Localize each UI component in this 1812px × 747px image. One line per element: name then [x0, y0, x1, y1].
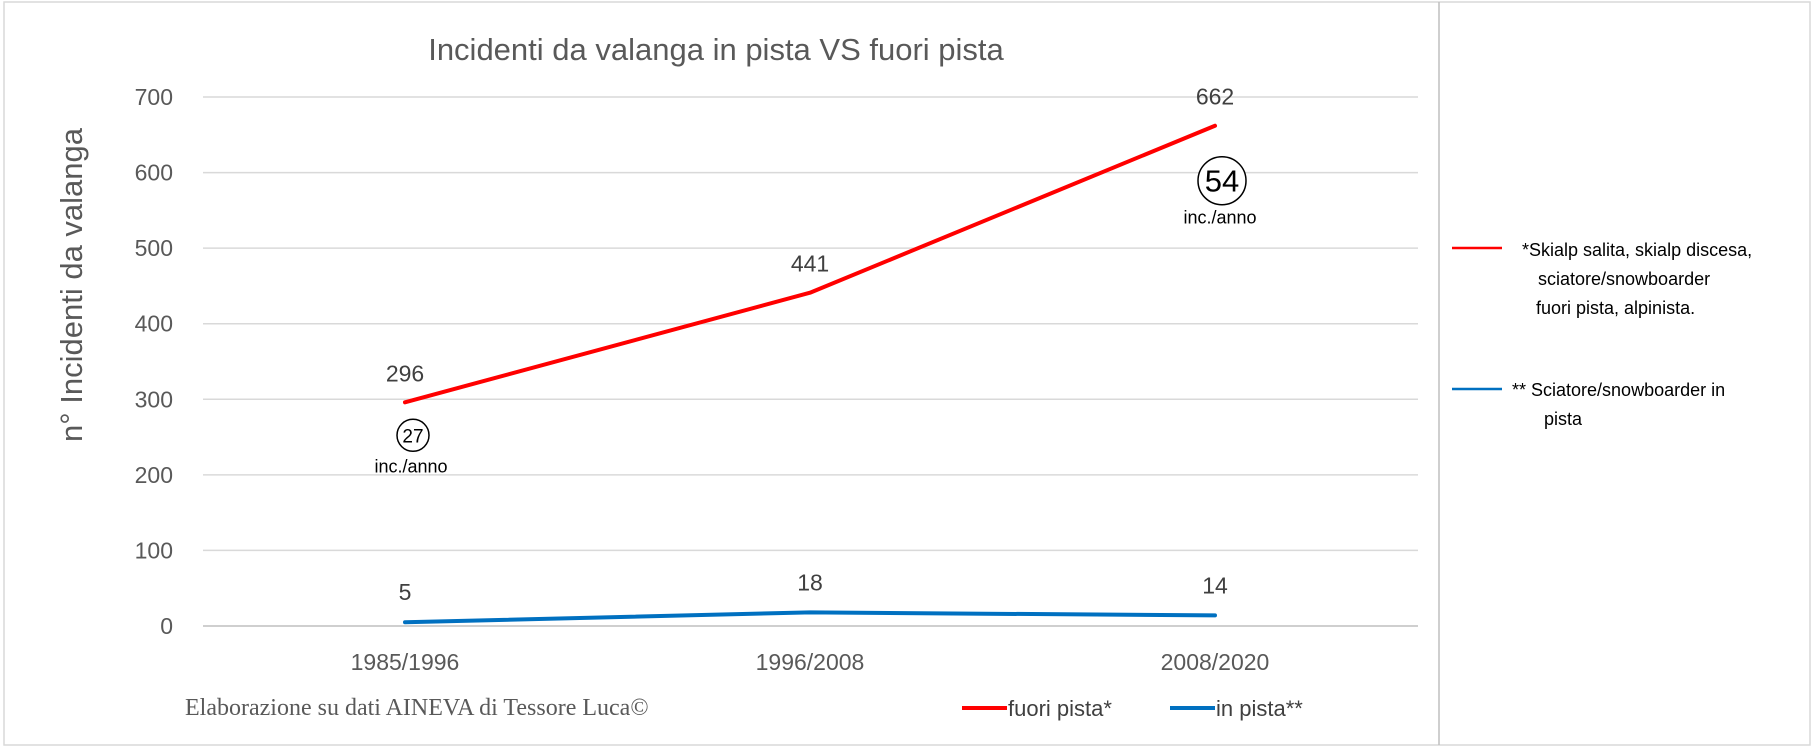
annotation-text: inc./anno: [374, 456, 447, 476]
x-tick-labels: 1985/1996 1996/2008 2008/2020: [351, 649, 1270, 675]
side-legend-in-line-1: ** Sciatore/snowboarder in: [1512, 380, 1725, 400]
legend-bottom: fuori pista* in pista**: [962, 696, 1303, 721]
side-legend: *Skialp salita, skialp discesa, sciatore…: [1452, 240, 1752, 429]
legend-label-in: in pista**: [1216, 696, 1303, 721]
annotation-number: 27: [402, 426, 423, 447]
annotation-circle: [396, 418, 430, 453]
data-label-fuori: 662: [1196, 84, 1234, 110]
side-legend-fuori-line-1: *Skialp salita, skialp discesa,: [1522, 240, 1752, 260]
y-tick-label: 600: [135, 160, 173, 186]
y-tick-label: 500: [135, 235, 173, 261]
data-labels: 296 441 662 5 18 14: [386, 84, 1234, 606]
data-label-in: 14: [1202, 572, 1228, 598]
data-label-in: 5: [399, 579, 412, 605]
y-tick-label: 700: [135, 84, 173, 110]
annotation-circle: [1197, 155, 1247, 206]
y-tick-label: 0: [160, 613, 173, 639]
annotation-number: 54: [1205, 164, 1239, 199]
y-tick-labels: 0 100 200 300 400 500 600 700: [135, 84, 173, 639]
y-tick-label: 400: [135, 311, 173, 337]
side-legend-fuori-line-3: fuori pista, alpinista.: [1536, 298, 1695, 318]
series-lines: [403, 123, 1217, 625]
y-tick-label: 300: [135, 386, 173, 412]
x-tick-label: 2008/2020: [1161, 649, 1270, 675]
y-tick-label: 100: [135, 537, 173, 563]
y-tick-label: 200: [135, 462, 173, 488]
data-label-fuori: 441: [791, 251, 829, 277]
annotations: 27 inc./anno 54 inc./anno: [374, 155, 1257, 476]
data-label-in: 18: [797, 569, 823, 595]
annotation-text: inc./anno: [1183, 208, 1256, 228]
chart-title: Incidenti da valanga in pista VS fuori p…: [428, 32, 1004, 67]
series-line-in-pista: [403, 610, 1217, 625]
y-axis-label: n° Incidenti da valanga: [54, 127, 89, 442]
x-tick-label: 1996/2008: [756, 649, 865, 675]
data-label-fuori: 296: [386, 360, 424, 386]
side-legend-in-line-2: pista: [1544, 409, 1583, 429]
x-tick-label: 1985/1996: [351, 649, 460, 675]
side-legend-fuori-line-2: sciatore/snowboarder: [1538, 269, 1710, 289]
credit-text: Elaborazione su dati AINEVA di Tessore L…: [185, 695, 649, 721]
chart-frame: [3, 1, 1811, 746]
series-line-fuori-pista: [403, 123, 1217, 405]
legend-label-fuori: fuori pista*: [1008, 696, 1112, 721]
gridlines: [203, 96, 1418, 627]
